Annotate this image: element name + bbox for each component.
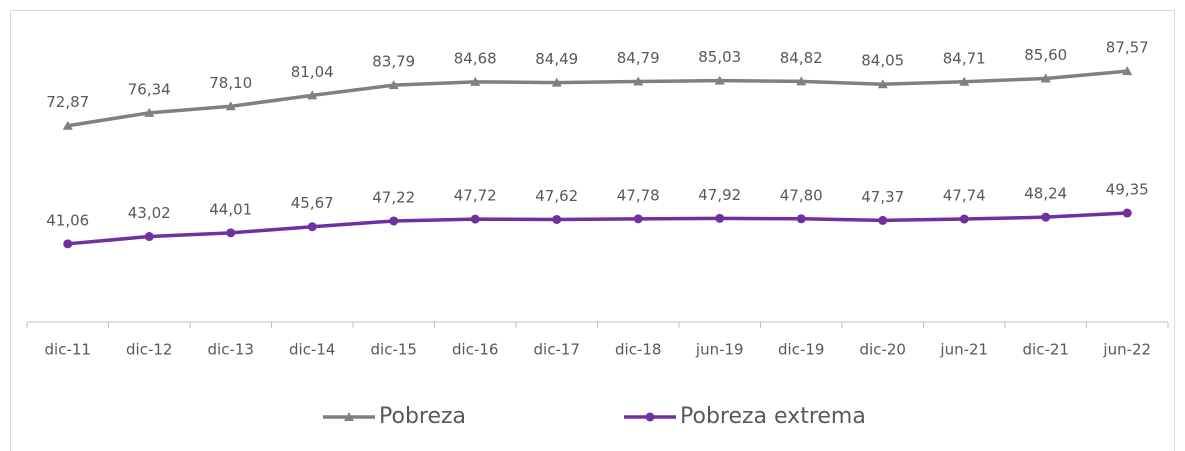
x-tick-label: dic-13 xyxy=(208,341,254,359)
point xyxy=(470,76,481,86)
point xyxy=(1122,208,1132,218)
x-tick-label: dic-11 xyxy=(45,341,91,359)
x-tick-label: dic-17 xyxy=(534,341,580,359)
point xyxy=(470,214,480,224)
value-label: 78,10 xyxy=(209,74,252,92)
value-label: 72,87 xyxy=(46,93,89,111)
value-label: 85,60 xyxy=(1024,46,1067,64)
x-tick-label: dic-18 xyxy=(615,341,661,359)
value-label: 47,72 xyxy=(454,187,497,205)
value-label: 47,78 xyxy=(617,186,660,204)
value-label: 47,74 xyxy=(943,187,986,205)
value-label: 76,34 xyxy=(128,80,171,98)
value-label: 47,62 xyxy=(535,187,578,205)
point xyxy=(144,107,155,117)
value-label: 47,92 xyxy=(698,186,741,204)
point xyxy=(959,76,970,86)
point xyxy=(796,214,806,224)
legend-label: Pobreza xyxy=(379,404,466,429)
value-label: 83,79 xyxy=(372,53,415,71)
legend-marker xyxy=(645,412,655,422)
x-tick-label: dic-15 xyxy=(371,341,417,359)
point xyxy=(307,90,318,100)
value-label: 85,03 xyxy=(698,48,741,66)
chart-frame xyxy=(10,10,1175,451)
point xyxy=(714,75,725,85)
point xyxy=(551,77,562,87)
x-tick-label: jun-21 xyxy=(939,341,988,359)
point xyxy=(62,120,73,130)
point xyxy=(389,216,399,226)
legend-label: Pobreza extrema xyxy=(680,404,866,429)
point xyxy=(877,79,888,89)
point xyxy=(388,80,399,90)
point xyxy=(878,215,888,225)
x-tick-label: dic-14 xyxy=(289,341,335,359)
x-tick-label: dic-21 xyxy=(1023,341,1069,359)
value-label: 49,35 xyxy=(1106,181,1149,199)
series-line xyxy=(67,211,1128,246)
value-label: 87,57 xyxy=(1106,39,1149,57)
value-label: 47,37 xyxy=(861,188,904,206)
value-label: 84,05 xyxy=(861,52,904,70)
point xyxy=(1040,73,1051,83)
value-label: 47,22 xyxy=(372,188,415,206)
value-label: 41,06 xyxy=(46,211,89,229)
point xyxy=(225,101,236,111)
value-label: 84,71 xyxy=(943,49,986,67)
point xyxy=(63,239,73,249)
point xyxy=(1122,66,1133,76)
x-tick-label: dic-16 xyxy=(452,341,498,359)
value-label: 81,04 xyxy=(291,63,334,81)
point xyxy=(633,214,643,224)
legend-marker xyxy=(344,412,354,421)
point xyxy=(1041,212,1051,222)
value-label: 84,82 xyxy=(780,49,823,67)
value-label: 47,80 xyxy=(780,186,823,204)
value-label: 45,67 xyxy=(291,194,334,212)
x-tick-label: jun-22 xyxy=(1102,341,1151,359)
value-label: 43,02 xyxy=(128,204,171,222)
point xyxy=(715,213,725,223)
series-line xyxy=(67,69,1128,128)
point xyxy=(144,232,154,242)
point xyxy=(226,228,236,238)
point xyxy=(633,76,644,86)
value-label: 84,79 xyxy=(617,49,660,67)
point xyxy=(307,222,317,232)
value-label: 84,49 xyxy=(535,50,578,68)
value-label: 84,68 xyxy=(454,49,497,67)
point xyxy=(552,214,562,224)
point xyxy=(959,214,969,224)
value-label: 44,01 xyxy=(209,200,252,218)
value-label: 48,24 xyxy=(1024,185,1067,203)
x-tick-label: dic-12 xyxy=(126,341,172,359)
x-tick-label: dic-19 xyxy=(778,341,824,359)
x-tick-label: jun-19 xyxy=(695,341,744,359)
x-tick-label: dic-20 xyxy=(860,341,906,359)
point xyxy=(796,76,807,86)
